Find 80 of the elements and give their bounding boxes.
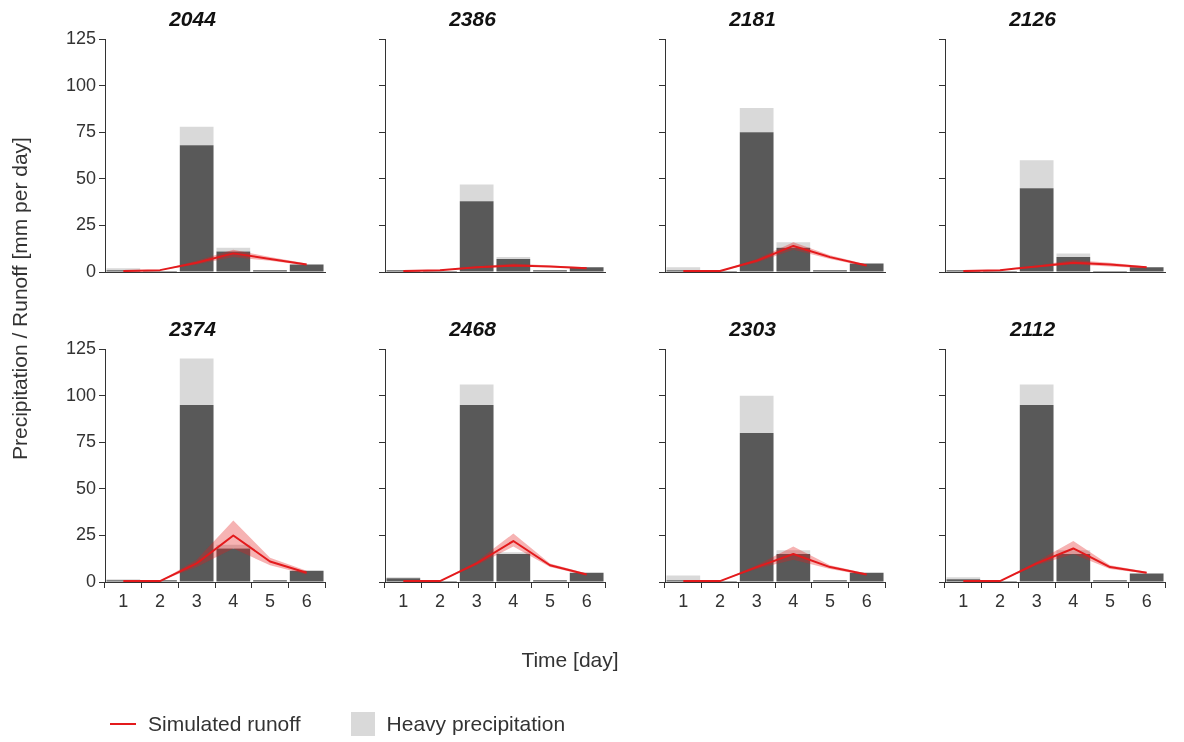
bar — [1056, 253, 1091, 258]
x-tick-label: 4 — [788, 590, 799, 611]
x-tick-label: 5 — [544, 590, 556, 611]
y-tick-label: 75 — [75, 121, 96, 142]
y-axis-title: Precipitation / Runoff [mm per day] — [8, 137, 32, 460]
x-tick-label: 4 — [1068, 590, 1079, 611]
bar — [1019, 405, 1054, 582]
x-tick-label: 2 — [994, 590, 1006, 611]
bar — [849, 263, 884, 272]
x-tick-label: 1 — [678, 590, 689, 611]
bar — [849, 572, 884, 582]
bar — [1019, 384, 1054, 406]
chart-title: 2181 — [728, 7, 776, 31]
x-tick-label: 1 — [398, 590, 409, 611]
x-tick-label: 6 — [581, 590, 592, 611]
x-axis-title: Time [day] — [520, 648, 620, 672]
bar — [179, 126, 214, 146]
bar — [1019, 160, 1054, 189]
bar — [216, 247, 251, 252]
x-tick-label: 3 — [1031, 590, 1042, 611]
bar — [1056, 554, 1091, 582]
y-tick-label: 50 — [75, 167, 96, 188]
bar — [459, 201, 494, 272]
bar — [739, 433, 774, 582]
bar — [459, 184, 494, 202]
bar — [739, 108, 774, 133]
bar — [776, 550, 811, 555]
chart-title: 2468 — [448, 317, 497, 341]
bar — [1129, 267, 1164, 272]
chart-title: 2386 — [448, 7, 497, 31]
y-tick-label: 25 — [75, 524, 96, 545]
y-tick-label: 0 — [85, 570, 96, 591]
chart-title: 2112 — [1008, 317, 1056, 341]
bar — [776, 554, 811, 582]
x-tick-label: 4 — [508, 590, 519, 611]
bar — [496, 554, 531, 582]
legend-label: Simulated runoff — [148, 712, 301, 736]
bar — [1019, 188, 1054, 272]
bar — [569, 572, 604, 582]
bar — [179, 405, 214, 582]
x-tick-label: 3 — [191, 590, 202, 611]
bar — [666, 575, 701, 581]
x-tick-label: 5 — [824, 590, 836, 611]
x-tick-label: 1 — [118, 590, 129, 611]
x-tick-label: 6 — [301, 590, 312, 611]
x-tick-label: 6 — [1141, 590, 1152, 611]
bar — [289, 264, 324, 272]
x-tick-label: 2 — [154, 590, 166, 611]
bar — [459, 384, 494, 406]
bar — [739, 395, 774, 434]
y-tick-label: 100 — [65, 384, 96, 405]
x-tick-label: 5 — [1104, 590, 1116, 611]
chart-title: 2126 — [1008, 7, 1057, 31]
x-tick-label: 6 — [861, 590, 872, 611]
y-tick-label: 75 — [75, 431, 96, 452]
x-tick-label: 4 — [228, 590, 239, 611]
legend-label: Heavy precipitation — [386, 712, 566, 736]
bar — [776, 247, 811, 272]
y-tick-label: 50 — [75, 477, 96, 498]
y-tick-label: 100 — [65, 74, 96, 95]
x-tick-label: 1 — [958, 590, 969, 611]
bar — [459, 405, 494, 582]
chart-title: 2374 — [168, 317, 217, 341]
bar — [179, 358, 214, 406]
x-tick-label: 3 — [471, 590, 482, 611]
x-tick-label: 3 — [751, 590, 762, 611]
y-tick-label: 125 — [65, 28, 96, 49]
chart-title: 2044 — [168, 7, 217, 31]
bar — [289, 570, 324, 582]
y-tick-label: 25 — [75, 214, 96, 235]
bar — [739, 132, 774, 272]
chart-title: 2303 — [728, 317, 777, 341]
x-tick-label: 5 — [264, 590, 276, 611]
y-tick-label: 125 — [65, 338, 96, 359]
y-tick-label: 0 — [85, 260, 96, 281]
bar — [216, 548, 251, 582]
bar — [179, 145, 214, 272]
bar — [1129, 573, 1164, 582]
x-tick-label: 2 — [434, 590, 446, 611]
x-tick-label: 2 — [714, 590, 726, 611]
